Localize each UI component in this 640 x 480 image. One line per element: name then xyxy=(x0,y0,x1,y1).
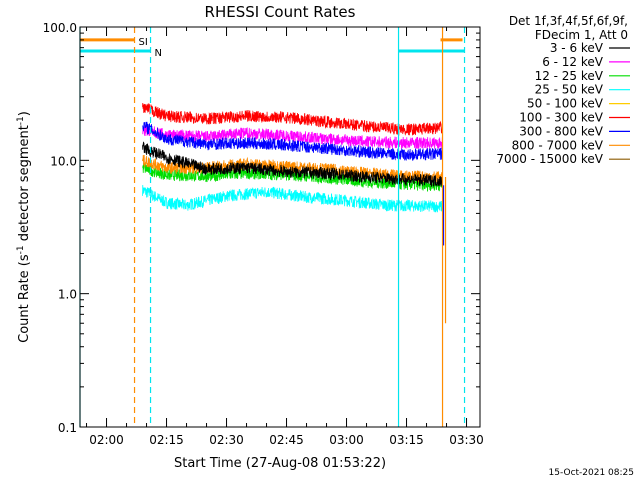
x-tick-label: 02:15 xyxy=(149,433,184,447)
legend-entry-label: 300 - 800 keV xyxy=(519,124,603,138)
legend-entry-label: 800 - 7000 keV xyxy=(512,138,604,152)
y-axis: 0.1 1.0 10.0 100.0 xyxy=(43,21,480,435)
x-tick-label: 03:15 xyxy=(389,433,424,447)
plot-frame xyxy=(79,26,481,428)
series-trace xyxy=(142,141,443,188)
flag-label: N xyxy=(155,48,162,59)
x-tick-label: 03:00 xyxy=(329,433,364,447)
y-axis-label-part3: ) xyxy=(17,111,32,116)
traces xyxy=(142,102,447,324)
x-tick-label: 02:00 xyxy=(89,433,124,447)
legend-entry-label: 100 - 300 keV xyxy=(519,111,603,125)
y-axis-label-exp1: -1 xyxy=(16,245,26,254)
x-tick-label: 03:30 xyxy=(449,433,484,447)
series-trace xyxy=(142,102,443,136)
timestamp: 15-Oct-2021 08:25 xyxy=(549,468,634,478)
x-axis-label: Start Time (27-Aug-08 01:53:22) xyxy=(174,456,386,471)
chart-title: RHESSI Count Rates xyxy=(205,3,356,21)
legend-entry-label: 3 - 6 keV xyxy=(550,41,604,55)
x-axis: 02:00 02:15 02:30 02:45 03:00 03:15 03:30 xyxy=(86,27,484,447)
y-tick-label: 1.0 xyxy=(58,288,77,302)
y-tick-label: 10.0 xyxy=(50,154,77,168)
legend-entry-label: 12 - 25 keV xyxy=(535,69,604,83)
flag-bars: SI N xyxy=(80,37,465,59)
y-axis-label-exp2: -1 xyxy=(16,116,26,125)
y-axis-label-part1: Count Rate (s xyxy=(17,254,32,343)
y-tick-label: 100.0 xyxy=(43,21,77,35)
time-markers xyxy=(79,27,466,427)
series-trace xyxy=(142,184,443,213)
legend: Det 1f,3f,4f,5f,6f,9f, FDecim 1, Att 0 3… xyxy=(496,14,630,166)
legend-entry-label: 6 - 12 keV xyxy=(542,55,604,69)
legend-header-1: Det 1f,3f,4f,5f,6f,9f, xyxy=(509,14,628,28)
series-trace xyxy=(142,121,443,161)
legend-entry-label: 25 - 50 keV xyxy=(535,83,604,97)
legend-entry-label: 7000 - 15000 keV xyxy=(496,152,603,166)
y-axis-label: Count Rate (s-1 detector segment-1) xyxy=(16,111,32,343)
legend-entry-label: 50 - 100 keV xyxy=(527,97,604,111)
legend-header-2: FDecim 1, Att 0 xyxy=(535,28,628,42)
x-tick-label: 02:30 xyxy=(209,433,244,447)
flag-label: SI xyxy=(139,37,148,48)
x-tick-label: 02:45 xyxy=(269,433,304,447)
y-tick-label: 0.1 xyxy=(58,421,77,435)
y-axis-label-part2: detector segment xyxy=(17,125,32,245)
